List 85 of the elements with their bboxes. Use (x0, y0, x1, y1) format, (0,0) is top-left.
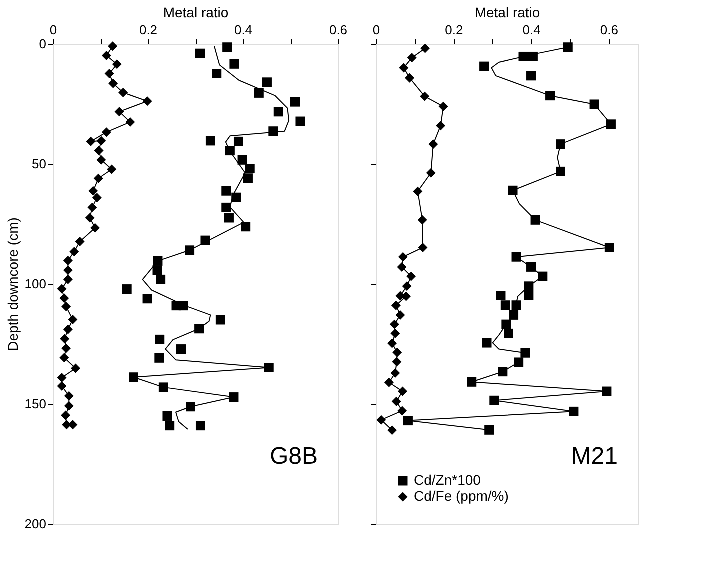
point (418, 215, 428, 225)
point (606, 120, 616, 130)
x-axis-title: Metal ratio (474, 4, 540, 20)
point (392, 348, 402, 358)
x-tick-label: 0.6 (600, 22, 618, 38)
point (498, 367, 508, 377)
y-axis-title: Depth downcore (cm) (4, 218, 21, 352)
point (590, 100, 600, 110)
x-tick-label: 0 (50, 22, 58, 38)
point (398, 252, 408, 262)
point (392, 396, 402, 406)
point (520, 348, 530, 358)
point (556, 166, 566, 176)
legend-label: Cd/Zn*100 (414, 472, 482, 488)
point (514, 358, 524, 368)
x-axis-title: Metal ratio (163, 4, 229, 20)
x-tick-label: 0.4 (234, 22, 253, 38)
point (392, 357, 402, 367)
y-tick-label: 0 (39, 36, 46, 52)
point (398, 406, 408, 416)
point (428, 140, 438, 150)
point (538, 272, 548, 282)
point (391, 300, 401, 310)
point (376, 415, 386, 425)
point (388, 338, 398, 348)
point (524, 282, 534, 292)
point (390, 328, 400, 338)
point (512, 252, 522, 262)
point (405, 73, 415, 83)
x-tick-label: 0.6 (329, 22, 348, 38)
point (526, 262, 536, 272)
point (502, 320, 512, 330)
x-tick-label: 0.2 (445, 22, 464, 38)
legend-label: Cd/Fe (ppm/%) (414, 488, 509, 504)
y-tick-label: 100 (24, 276, 46, 292)
point (388, 426, 398, 436)
point (480, 62, 490, 72)
point (407, 53, 417, 63)
x-tick-label: 0.4 (522, 22, 541, 38)
point (438, 102, 448, 112)
y-tick-label: 50 (32, 156, 46, 172)
point (384, 378, 394, 388)
point (556, 140, 566, 150)
point (390, 320, 400, 330)
y-tick-label: 150 (24, 396, 46, 412)
point (504, 328, 514, 338)
point (397, 262, 407, 272)
point (482, 338, 492, 348)
point (569, 406, 579, 416)
point (403, 416, 413, 426)
annotation: M21 (571, 443, 618, 470)
point (402, 282, 412, 292)
point (406, 272, 416, 282)
point (418, 243, 428, 253)
point (426, 168, 436, 178)
point (490, 396, 500, 406)
point (518, 52, 528, 62)
x-tick-label: 0 (372, 22, 380, 38)
point (563, 42, 573, 52)
point (604, 243, 614, 253)
point (512, 300, 522, 310)
point (509, 310, 519, 320)
y-tick-label: 200 (24, 516, 46, 532)
point (436, 121, 446, 131)
point (528, 52, 538, 62)
point (420, 44, 430, 54)
point (524, 291, 534, 301)
point (398, 386, 408, 396)
point (530, 215, 540, 225)
point (602, 386, 612, 396)
x-tick-label: 0.2 (139, 22, 158, 38)
point (546, 91, 556, 101)
point (526, 71, 536, 81)
point (420, 92, 430, 102)
point (508, 186, 518, 196)
point (390, 368, 400, 378)
point (402, 292, 412, 302)
annotation: G8B (270, 443, 318, 470)
point (500, 300, 510, 310)
point (484, 425, 494, 435)
point (399, 63, 409, 73)
point (396, 310, 406, 320)
point (413, 186, 423, 196)
point (496, 291, 506, 301)
point (467, 377, 477, 387)
